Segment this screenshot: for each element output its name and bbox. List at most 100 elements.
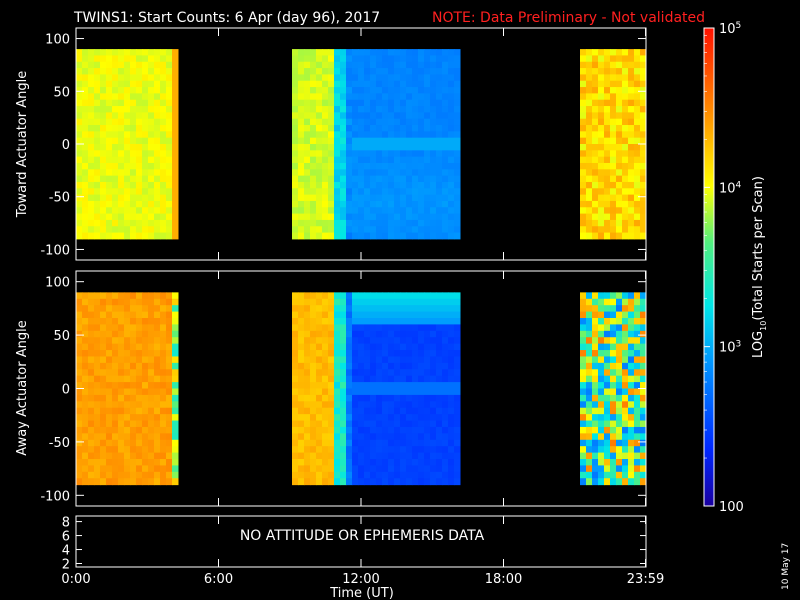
heatmap-cell <box>448 394 455 402</box>
heatmap-cell <box>358 175 365 183</box>
heatmap-cell <box>166 420 173 428</box>
heatmap-cell <box>430 471 437 479</box>
heatmap-cell <box>82 375 89 383</box>
heatmap-cell <box>364 169 371 177</box>
heatmap-cell <box>430 194 437 202</box>
heatmap-cell <box>430 118 437 126</box>
heatmap-cell <box>328 118 335 126</box>
heatmap-cell <box>412 200 419 208</box>
heatmap-cell <box>370 420 377 428</box>
heatmap-cell <box>334 350 341 357</box>
heatmap-cell <box>172 305 179 313</box>
heatmap-cell <box>586 144 593 151</box>
heatmap-cell <box>298 175 305 183</box>
heatmap-cell <box>598 232 605 240</box>
heatmap-cell <box>442 471 449 479</box>
heatmap-cell <box>106 446 113 454</box>
heatmap-cell <box>346 219 353 227</box>
heatmap-cell <box>424 311 431 319</box>
heatmap-cell <box>346 394 353 402</box>
heatmap-cell <box>334 439 341 447</box>
heatmap-cell <box>340 375 347 383</box>
heatmap-cell <box>94 394 101 402</box>
heatmap-cell <box>304 388 311 396</box>
heatmap-cell <box>400 80 407 88</box>
heatmap-cell <box>148 420 155 428</box>
heatmap-cell <box>406 414 413 422</box>
heatmap-cell <box>124 298 131 306</box>
heatmap-cell <box>124 200 131 208</box>
heatmap-cell <box>610 452 617 460</box>
heatmap-cell <box>88 343 95 351</box>
heatmap-cell <box>154 200 161 208</box>
heatmap-cell <box>400 137 407 145</box>
heatmap-cell <box>580 305 587 313</box>
heatmap-cell <box>592 401 599 409</box>
heatmap-cell <box>310 439 317 447</box>
heatmap-cell <box>580 68 587 75</box>
heatmap-cell <box>160 298 167 306</box>
heatmap-cell <box>82 337 89 345</box>
heatmap-cell <box>136 194 143 202</box>
heatmap-cell <box>334 324 341 332</box>
heatmap-cell <box>124 93 131 101</box>
heatmap-cell <box>172 99 179 107</box>
heatmap-cell <box>160 55 167 63</box>
heatmap-cell <box>442 169 449 177</box>
heatmap-cell <box>634 382 641 389</box>
heatmap-cell <box>118 369 125 377</box>
heatmap-cell <box>100 394 107 402</box>
heatmap-cell <box>388 137 395 145</box>
heatmap-cell <box>76 188 83 196</box>
heatmap-cell <box>340 87 347 94</box>
heatmap-cell <box>412 55 419 63</box>
heatmap-cell <box>100 87 107 94</box>
heatmap-cell <box>388 156 395 164</box>
heatmap-cell <box>352 207 359 215</box>
heatmap-cell <box>424 125 431 132</box>
heatmap-cell <box>598 414 605 422</box>
heatmap-cell <box>424 459 431 466</box>
heatmap-cell <box>160 478 167 486</box>
heatmap-cell <box>154 118 161 126</box>
heatmap-cell <box>628 407 635 415</box>
heatmap-cell <box>346 471 353 479</box>
heatmap-cell <box>340 330 347 338</box>
heatmap-cell <box>598 68 605 75</box>
heatmap-cell <box>94 232 101 240</box>
heatmap-cell <box>76 433 83 441</box>
heatmap-cell <box>334 420 341 428</box>
heatmap-cell <box>436 330 443 338</box>
heatmap-cell <box>94 156 101 164</box>
heatmap-cell <box>112 61 119 69</box>
toward-heatmap <box>76 49 647 240</box>
heatmap-cell <box>130 343 137 351</box>
heatmap-cell <box>622 439 629 447</box>
heatmap-cell <box>106 362 113 370</box>
heatmap-cell <box>586 388 593 396</box>
heatmap-cell <box>166 112 173 120</box>
heatmap-cell <box>430 112 437 120</box>
heatmap-cell <box>316 99 323 107</box>
x-tick-label: 18:00 <box>485 572 522 587</box>
heatmap-cell <box>82 74 89 82</box>
heatmap-cell <box>88 356 95 364</box>
heatmap-cell <box>136 382 143 389</box>
heatmap-cell <box>610 200 617 208</box>
heatmap-cell <box>166 446 173 454</box>
heatmap-cell <box>394 213 401 221</box>
heatmap-cell <box>364 343 371 351</box>
heatmap-cell <box>88 446 95 454</box>
heatmap-cell <box>340 106 347 113</box>
heatmap-cell <box>304 292 311 300</box>
heatmap-cell <box>418 324 425 332</box>
heatmap-cell <box>130 407 137 415</box>
heatmap-cell <box>436 382 443 389</box>
heatmap-cell <box>316 226 323 234</box>
heatmap-cell <box>316 305 323 313</box>
heatmap-cell <box>142 375 149 383</box>
heatmap-cell <box>154 112 161 120</box>
heatmap-cell <box>376 407 383 415</box>
heatmap-cell <box>166 324 173 332</box>
heatmap-cell <box>586 137 593 145</box>
